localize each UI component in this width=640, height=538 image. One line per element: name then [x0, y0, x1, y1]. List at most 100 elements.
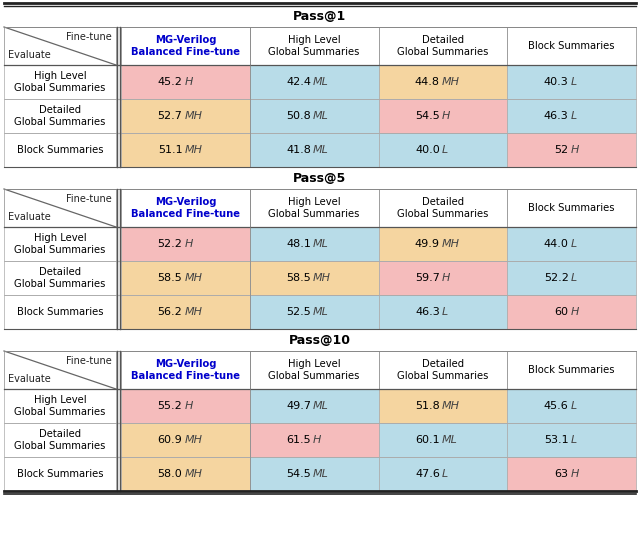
Text: Evaluate: Evaluate	[8, 50, 51, 60]
Text: L: L	[571, 401, 577, 411]
Text: 54.5: 54.5	[415, 111, 440, 121]
Text: L: L	[571, 239, 577, 249]
Bar	[4, 351, 116, 389]
Bar	[378, 99, 508, 133]
Bar	[378, 27, 508, 65]
Text: Evaluate: Evaluate	[8, 212, 51, 222]
Text: 52.2: 52.2	[544, 273, 568, 283]
Text: 51.1: 51.1	[157, 145, 182, 155]
Bar	[378, 423, 508, 457]
Text: L: L	[571, 273, 577, 283]
Text: 49.7: 49.7	[286, 401, 311, 411]
Text: 55.2: 55.2	[157, 401, 182, 411]
Text: High Level
Global Summaries: High Level Global Summaries	[268, 359, 360, 381]
Text: Detailed
Global Summaries: Detailed Global Summaries	[14, 429, 106, 451]
Text: MG-Verilog
Balanced Fine-tune: MG-Verilog Balanced Fine-tune	[131, 35, 240, 57]
Bar	[378, 189, 508, 227]
Text: Evaluate: Evaluate	[8, 374, 51, 384]
Text: 40.0: 40.0	[415, 145, 440, 155]
Text: 63: 63	[555, 469, 568, 479]
Text: ML: ML	[313, 145, 329, 155]
Bar	[250, 189, 378, 227]
Bar	[4, 7, 636, 27]
Bar	[121, 261, 250, 295]
Text: MH: MH	[442, 77, 460, 87]
Text: ML: ML	[313, 469, 329, 479]
Text: MH: MH	[184, 273, 202, 283]
Text: H: H	[184, 239, 193, 249]
Text: 60.9: 60.9	[157, 435, 182, 445]
Bar	[4, 65, 116, 99]
Text: Detailed
Global Summaries: Detailed Global Summaries	[397, 35, 488, 57]
Bar	[4, 331, 636, 351]
Text: H: H	[442, 273, 451, 283]
Bar	[4, 261, 116, 295]
Text: Fine-tune: Fine-tune	[67, 32, 112, 42]
Bar	[4, 133, 116, 167]
Bar	[121, 133, 250, 167]
Text: 42.4: 42.4	[286, 77, 311, 87]
Text: 45.6: 45.6	[544, 401, 568, 411]
Bar	[121, 457, 250, 491]
Bar	[4, 27, 116, 65]
Bar	[250, 261, 378, 295]
Text: H: H	[571, 145, 579, 155]
Bar	[121, 227, 250, 261]
Text: 52.2: 52.2	[157, 239, 182, 249]
Bar	[508, 27, 636, 65]
Text: Block Summaries: Block Summaries	[17, 469, 103, 479]
Bar	[378, 389, 508, 423]
Text: 52.7: 52.7	[157, 111, 182, 121]
Text: 58.5: 58.5	[157, 273, 182, 283]
Bar	[378, 351, 508, 389]
Text: 53.1: 53.1	[544, 435, 568, 445]
Text: 56.2: 56.2	[157, 307, 182, 317]
Text: 60: 60	[555, 307, 568, 317]
Text: MG-Verilog
Balanced Fine-tune: MG-Verilog Balanced Fine-tune	[131, 359, 240, 381]
Text: 48.1: 48.1	[286, 239, 311, 249]
Bar	[250, 351, 378, 389]
Bar	[4, 457, 116, 491]
Bar	[4, 189, 116, 227]
Bar	[4, 351, 636, 389]
Text: MH: MH	[442, 401, 460, 411]
Bar	[250, 457, 378, 491]
Text: ML: ML	[313, 77, 329, 87]
Bar	[250, 65, 378, 99]
Text: Block Summaries: Block Summaries	[17, 307, 103, 317]
Bar	[4, 27, 636, 65]
Text: Block Summaries: Block Summaries	[529, 203, 615, 213]
Text: Fine-tune: Fine-tune	[67, 356, 112, 366]
Bar	[250, 295, 378, 329]
Bar	[4, 227, 116, 261]
Bar	[508, 189, 636, 227]
Bar	[250, 99, 378, 133]
Text: Fine-tune: Fine-tune	[67, 194, 112, 204]
Text: L: L	[442, 469, 448, 479]
Text: Pass@5: Pass@5	[293, 173, 347, 186]
Text: MH: MH	[184, 469, 202, 479]
Text: L: L	[442, 307, 448, 317]
Text: 58.5: 58.5	[286, 273, 311, 283]
Text: 52: 52	[554, 145, 568, 155]
Text: High Level
Global Summaries: High Level Global Summaries	[14, 395, 106, 417]
Bar	[121, 99, 250, 133]
Text: Detailed
Global Summaries: Detailed Global Summaries	[14, 105, 106, 127]
Text: ML: ML	[313, 307, 329, 317]
Text: H: H	[571, 469, 579, 479]
Text: MG-Verilog
Balanced Fine-tune: MG-Verilog Balanced Fine-tune	[131, 197, 240, 219]
Bar	[508, 295, 636, 329]
Text: MH: MH	[184, 145, 202, 155]
Bar	[508, 261, 636, 295]
Bar	[508, 65, 636, 99]
Bar	[121, 189, 250, 227]
Bar	[121, 295, 250, 329]
Bar	[250, 27, 378, 65]
Text: High Level
Global Summaries: High Level Global Summaries	[268, 197, 360, 219]
Bar	[378, 295, 508, 329]
Bar	[378, 65, 508, 99]
Bar	[4, 169, 636, 189]
Text: 52.5: 52.5	[286, 307, 311, 317]
Text: High Level
Global Summaries: High Level Global Summaries	[14, 71, 106, 93]
Text: L: L	[571, 111, 577, 121]
